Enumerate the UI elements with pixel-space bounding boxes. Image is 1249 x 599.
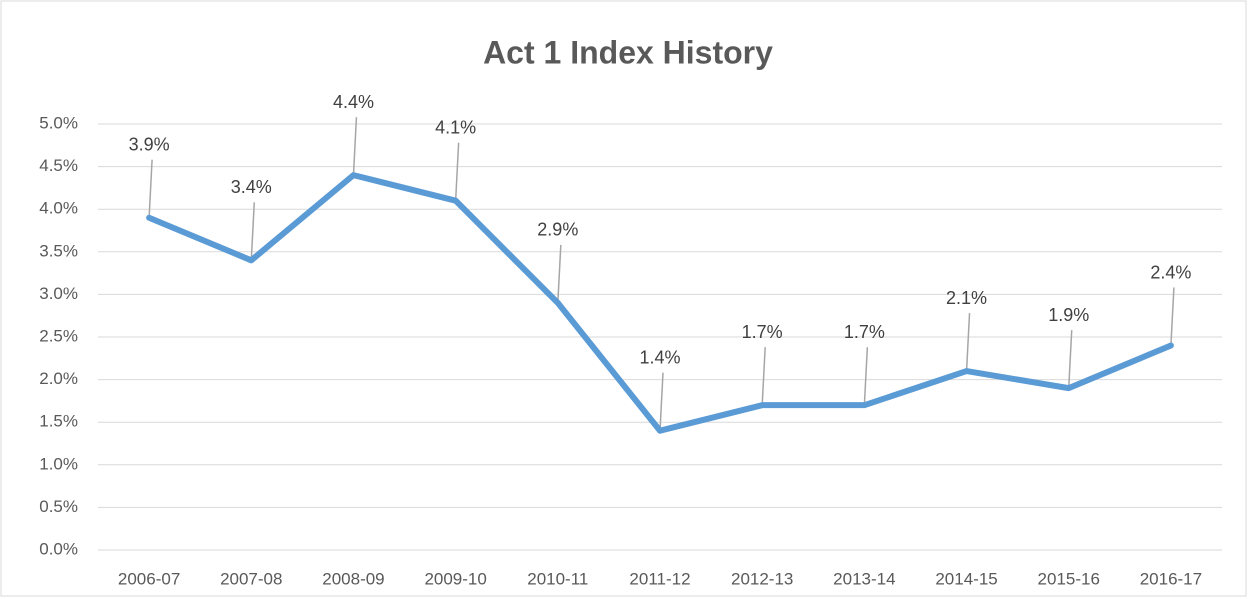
data-label: 1.9%: [1048, 305, 1089, 325]
y-tick-label: 3.0%: [39, 284, 78, 303]
line-series: [146, 172, 1174, 434]
data-label: 2.4%: [1150, 262, 1191, 282]
leader-line: [454, 142, 460, 201]
y-tick-label: 0.5%: [39, 497, 78, 516]
data-label: 4.1%: [435, 117, 476, 137]
data-label: 1.7%: [844, 322, 885, 342]
data-label: 2.1%: [946, 288, 987, 308]
data-label: 1.7%: [742, 322, 783, 342]
data-label: 3.4%: [231, 177, 272, 197]
y-tick-label: 3.5%: [39, 241, 78, 260]
x-tick-label: 2006-07: [118, 569, 180, 588]
y-tick-label: 4.5%: [39, 156, 78, 175]
chart-title: Act 1 Index History: [483, 34, 773, 70]
y-tick-label: 2.0%: [39, 369, 78, 388]
leader-line: [557, 244, 562, 303]
data-label: 4.4%: [333, 92, 374, 112]
data-label: 1.4%: [639, 347, 680, 367]
y-tick-label: 2.5%: [39, 326, 78, 345]
x-tick-label: 2015-16: [1038, 569, 1100, 588]
y-tick-label: 0.0%: [39, 539, 78, 558]
y-tick-label: 5.0%: [39, 113, 78, 132]
leader-line: [761, 347, 766, 406]
leader-line: [1170, 287, 1175, 346]
leader-line: [352, 117, 358, 176]
y-tick-label: 4.0%: [39, 199, 78, 218]
x-tick-label: 2008-09: [322, 569, 384, 588]
y-tick-label: 1.0%: [39, 454, 78, 473]
data-label: 3.9%: [129, 134, 170, 154]
leader-line: [965, 313, 971, 372]
y-tick-label: 1.5%: [39, 412, 78, 431]
x-tick-label: 2011-12: [629, 569, 690, 588]
leader-line: [863, 347, 869, 406]
leader-line: [659, 372, 664, 431]
x-tick-label: 2007-08: [220, 569, 282, 588]
x-tick-label: 2010-11: [527, 569, 588, 588]
x-tick-label: 2009-10: [424, 569, 486, 588]
leader-line: [148, 159, 153, 218]
data-label: 2.9%: [537, 220, 578, 240]
x-tick-label: 2014-15: [935, 569, 997, 588]
x-tick-label: 2013-14: [833, 569, 895, 588]
leader-line: [1067, 330, 1073, 389]
x-tick-label: 2016-17: [1140, 569, 1202, 588]
leader-line: [250, 202, 256, 261]
x-tick-label: 2012-13: [731, 569, 793, 588]
